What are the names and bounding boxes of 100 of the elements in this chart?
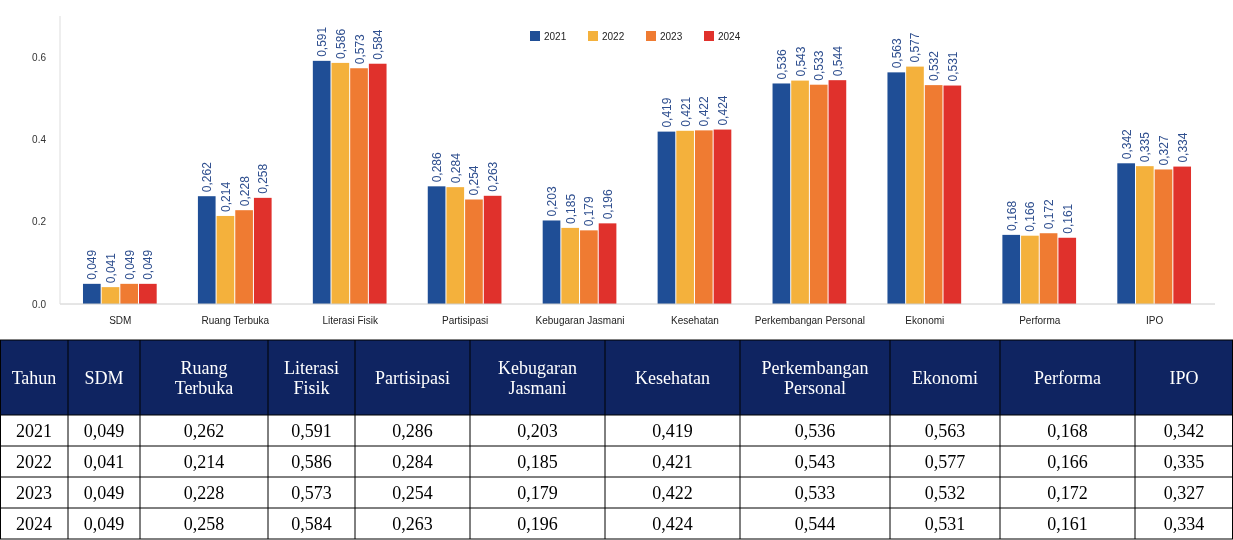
data-label: 0,262 xyxy=(183,420,225,441)
legend-label: 2022 xyxy=(602,30,625,42)
data-label: 0,179 xyxy=(517,482,558,503)
text: 0,254 xyxy=(467,165,482,196)
text: 0,168 xyxy=(1004,200,1019,231)
data-label: 0,584 xyxy=(291,513,332,534)
bar xyxy=(1039,233,1058,304)
data-label: 0,424 xyxy=(652,513,693,534)
y-tick-label: 0.4 xyxy=(32,133,47,145)
bar xyxy=(253,197,272,304)
bar xyxy=(101,287,120,304)
bar xyxy=(312,60,331,304)
x-tick-label: Perkembangan Personal xyxy=(754,315,865,326)
text: 0,533 xyxy=(812,50,827,81)
text: 0,172 xyxy=(1042,199,1057,230)
text: 2024 xyxy=(16,513,52,534)
bar xyxy=(713,129,732,304)
text: 0,041 xyxy=(104,253,118,284)
legend-label: 2021 xyxy=(544,30,567,42)
data-label: 0,334 xyxy=(1163,513,1205,534)
bar xyxy=(906,66,924,304)
bar xyxy=(82,283,101,304)
bar xyxy=(924,85,943,304)
data-label: 0,577 xyxy=(924,451,966,472)
data-label: 0,586 xyxy=(291,451,332,472)
data-label: 0,573 xyxy=(291,482,332,503)
x-tick-label: Kebugaran Jasmani xyxy=(535,315,625,326)
text: 0,419 xyxy=(659,97,674,128)
text: 0,263 xyxy=(486,161,501,192)
data-label: 0,254 xyxy=(392,482,433,503)
text: 0,286 xyxy=(430,152,445,183)
data-label: 0,172 xyxy=(1047,482,1088,503)
text: 0,049 xyxy=(122,249,137,280)
bar xyxy=(446,187,465,304)
bar xyxy=(676,130,694,304)
bar xyxy=(809,84,828,304)
bar xyxy=(350,68,368,304)
text: 0,228 xyxy=(237,176,252,207)
data-label: 0,228 xyxy=(183,482,225,503)
data-label: 0,563 xyxy=(924,420,966,441)
category-label: Perkembangan Personal xyxy=(761,357,869,398)
x-tick-label: IPO xyxy=(1146,315,1164,326)
category-label: Partisipasi xyxy=(375,367,450,388)
bar xyxy=(542,220,561,304)
text: 0,334 xyxy=(1175,132,1190,163)
text: 0,185 xyxy=(563,193,578,224)
x-tick-label: Literasi Fisik xyxy=(322,315,379,326)
text: 0,421 xyxy=(678,96,693,127)
data-label: 0,335 xyxy=(1163,451,1205,472)
text: 0,424 xyxy=(715,95,730,126)
text: 0,531 xyxy=(945,51,960,82)
data-label: 0,168 xyxy=(1047,420,1088,441)
category-label: Ekonomi xyxy=(912,367,978,388)
bar xyxy=(216,215,235,304)
bar xyxy=(828,80,847,304)
legend-label: 2023 xyxy=(660,30,683,42)
bar xyxy=(772,83,791,304)
data-label: 0,041 xyxy=(83,451,125,472)
data-label: 0,214 xyxy=(183,451,225,472)
text: 0,573 xyxy=(352,34,367,65)
bar xyxy=(235,210,253,304)
text: 0,161 xyxy=(1060,203,1075,234)
text: 0,214 xyxy=(218,181,233,212)
category-label: Performa xyxy=(1034,367,1101,388)
data-label: 0,421 xyxy=(652,451,693,472)
bar xyxy=(1173,166,1192,304)
bar xyxy=(120,283,139,304)
bar xyxy=(331,62,350,304)
bar xyxy=(427,186,446,304)
data-label: 0,531 xyxy=(924,513,966,534)
text: 0,262 xyxy=(200,162,215,193)
text: 0,544 xyxy=(830,46,845,77)
y-tick-label: 0.2 xyxy=(32,216,47,228)
data-label: 0,049 xyxy=(83,513,125,534)
data-label: 0,532 xyxy=(924,482,966,503)
data-label: 0,203 xyxy=(517,420,558,441)
text: 0,532 xyxy=(927,51,942,82)
x-tick-label: Ruang Terbuka xyxy=(201,315,270,326)
bar xyxy=(197,196,216,304)
data-label: 0,284 xyxy=(392,451,433,472)
text: 0,284 xyxy=(448,153,463,184)
bar xyxy=(1002,234,1021,304)
bar xyxy=(694,130,713,304)
text: 0,258 xyxy=(256,163,271,194)
bar xyxy=(368,63,387,304)
category-label: IPO xyxy=(1169,367,1199,388)
data-label: 0,161 xyxy=(1047,513,1088,534)
text: 2023 xyxy=(16,482,52,503)
bar xyxy=(139,283,157,304)
bar xyxy=(1058,237,1077,304)
bar xyxy=(943,85,962,304)
data-label: 0,543 xyxy=(794,451,836,472)
data-label: 0,419 xyxy=(652,420,693,441)
x-tick-label: Ekonomi xyxy=(905,315,945,326)
bar xyxy=(887,72,906,304)
data-label: 0,258 xyxy=(183,513,225,534)
x-tick-label: SDM xyxy=(109,315,132,326)
data-label: 0,263 xyxy=(392,513,433,534)
y-tick-label: 0.6 xyxy=(32,51,47,63)
text: 2021 xyxy=(16,420,52,441)
